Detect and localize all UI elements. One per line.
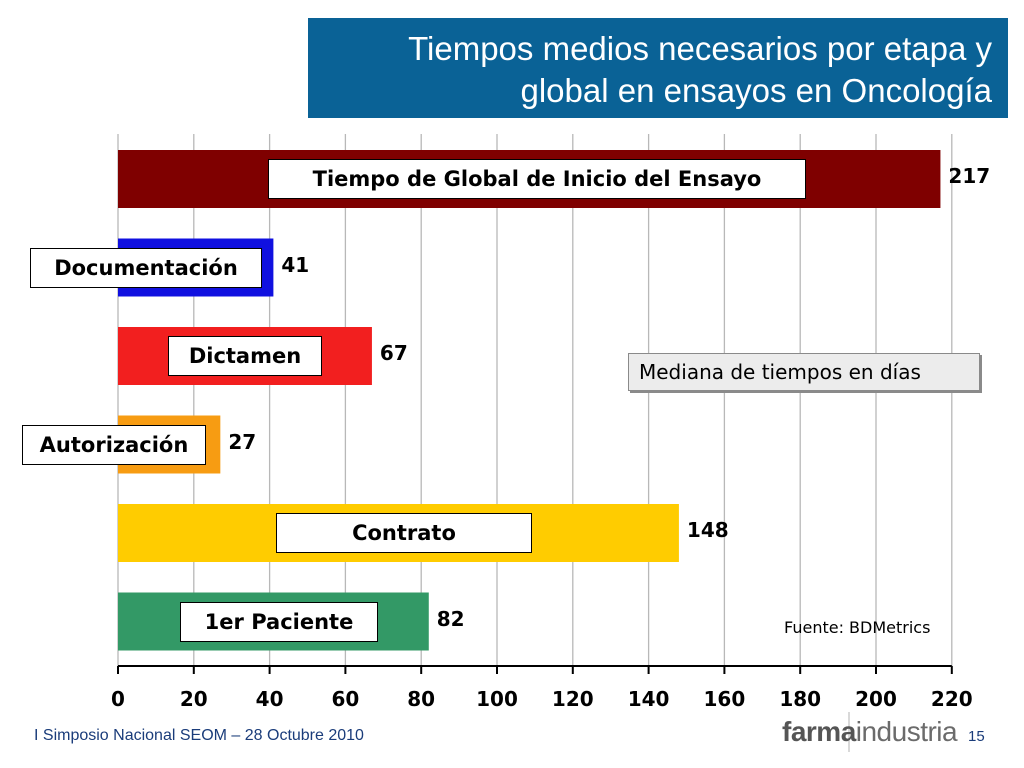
bar-value-label: 67: [379, 341, 408, 365]
plot-area: [118, 134, 952, 666]
category-label: 1er Paciente: [180, 601, 378, 642]
x-tick-label: 0: [111, 687, 125, 711]
x-tick-label: 120: [552, 687, 594, 711]
bar-value-label: 82: [436, 606, 465, 631]
page-number: 15: [968, 728, 985, 745]
x-tick-label: 60: [331, 687, 359, 711]
category-label: Contrato: [276, 513, 532, 553]
x-tick-label: 200: [855, 687, 897, 711]
x-tick-label: 100: [476, 687, 518, 711]
source-note: Fuente: BDMetrics: [784, 618, 931, 637]
legend-note: Mediana de tiempos en días: [628, 353, 980, 391]
x-tick-label: 140: [628, 687, 670, 711]
x-tick-label: 160: [704, 687, 746, 711]
title-line-2: global en ensayos en Oncología: [520, 72, 992, 109]
bar-value-label: 217: [948, 164, 991, 188]
x-tick-label: 20: [180, 687, 208, 711]
bar-value-label: 41: [281, 252, 310, 277]
x-tick-label: 80: [407, 687, 435, 711]
slide-title: Tiempos medios necesarios por etapa y gl…: [308, 18, 1008, 118]
category-label: Tiempo de Global de Inicio del Ensayo: [268, 159, 806, 199]
x-tick-label: 180: [779, 687, 821, 711]
category-label: Dictamen: [168, 336, 322, 376]
logo-bold-text: farma: [782, 716, 856, 747]
bar-value-label: 148: [686, 518, 729, 542]
logo-light-text: industria: [855, 716, 958, 747]
bar-value-label: 27: [228, 429, 257, 454]
category-label: Autorización: [22, 424, 206, 465]
x-tick-label: 40: [256, 687, 284, 711]
title-line-1: Tiempos medios necesarios por etapa y: [408, 30, 992, 67]
category-label: Documentación: [30, 247, 262, 288]
farmaindustria-logo: farmaindustria: [782, 716, 958, 748]
x-tick-label: 220: [931, 687, 973, 711]
footer-event: I Simposio Nacional SEOM – 28 Octubre 20…: [34, 727, 364, 744]
logo-divider: [848, 712, 850, 752]
